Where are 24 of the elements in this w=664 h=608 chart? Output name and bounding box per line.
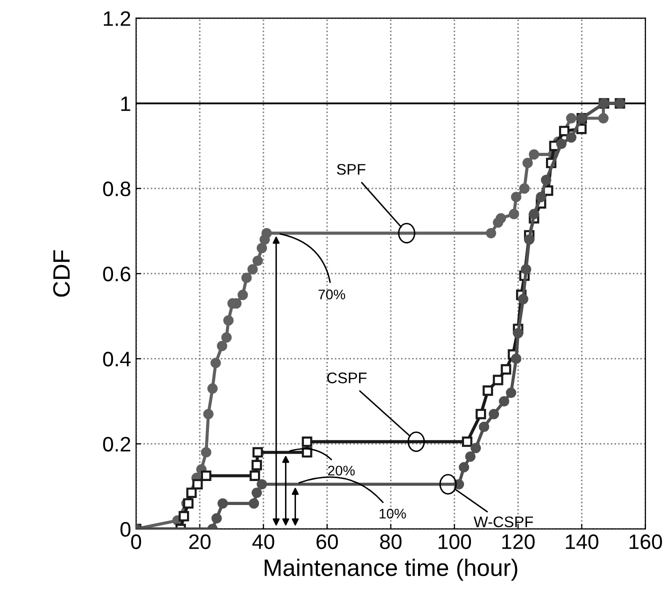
x-tick-label: 0: [131, 534, 142, 550]
annotation: W-CSPF: [474, 516, 533, 528]
x-tick-label: 100: [438, 534, 471, 550]
annotation: 10%: [380, 508, 406, 519]
x-tick-label: 20: [189, 534, 211, 550]
annotation: SPF: [336, 164, 366, 175]
y-tick-label: 0.2: [103, 436, 130, 452]
annotation: 20%: [328, 466, 355, 476]
x-tick-label: 80: [380, 534, 402, 550]
annotation: 70%: [318, 290, 346, 300]
y-tick-label: 0.4: [103, 352, 131, 366]
annotation: CSPF: [327, 372, 367, 384]
y-tick-label: 0.8: [103, 181, 130, 196]
y-axis-title: CDF: [53, 250, 70, 297]
y-tick-label: 1: [121, 96, 130, 111]
x-axis-title: Maintenance time (hour): [264, 558, 518, 581]
x-tick-label: 160: [630, 534, 662, 550]
y-tick-label: 0.6: [103, 266, 130, 282]
x-tick-label: 120: [502, 534, 535, 550]
x-tick-label: 140: [566, 534, 598, 550]
y-tick-label: 1.2: [104, 11, 130, 26]
x-tick-label: 60: [316, 534, 338, 550]
y-tick-label: 0: [120, 522, 130, 537]
x-tick-label: 40: [252, 534, 274, 550]
